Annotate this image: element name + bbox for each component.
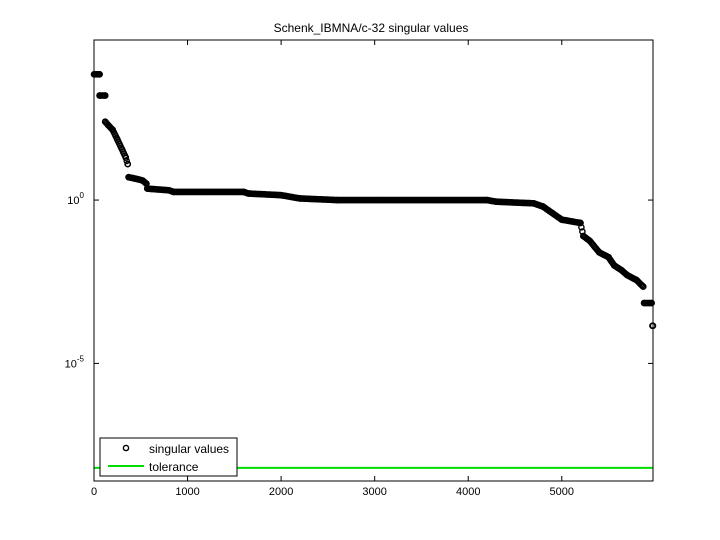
data-point [638,282,646,289]
chart-title: Schenk_IBMNA/c-32 singular values [274,21,469,35]
legend-box [99,437,238,477]
y-tick-label: 100 [67,191,84,207]
x-tick-label: 2000 [269,486,293,498]
x-tick-label: 0 [91,486,97,498]
data-point [578,223,585,231]
legend-label-tolerance: tolerance [149,460,199,474]
legend-label-singular-values: singular values [149,442,229,456]
plot-area [90,71,657,469]
data-point [101,92,109,99]
data-point [648,299,655,307]
data-point [124,160,131,168]
singular-values-series [90,71,657,330]
x-tick-label: 1000 [175,486,199,498]
x-tick-label: 4000 [456,486,480,498]
data-point [639,283,647,290]
legend-marker-singular-values [122,444,130,452]
axes-frame [93,39,654,482]
legend: singular values tolerance [99,437,238,477]
data-point [123,157,130,165]
data-point [122,154,130,161]
x-tick-label: 5000 [550,486,574,498]
axes: 0 1000 2000 3000 4000 5000 100 10-5 [65,39,654,498]
y-tick-label: 10-5 [65,354,85,370]
x-tick-label: 3000 [362,486,386,498]
data-point [96,71,103,78]
